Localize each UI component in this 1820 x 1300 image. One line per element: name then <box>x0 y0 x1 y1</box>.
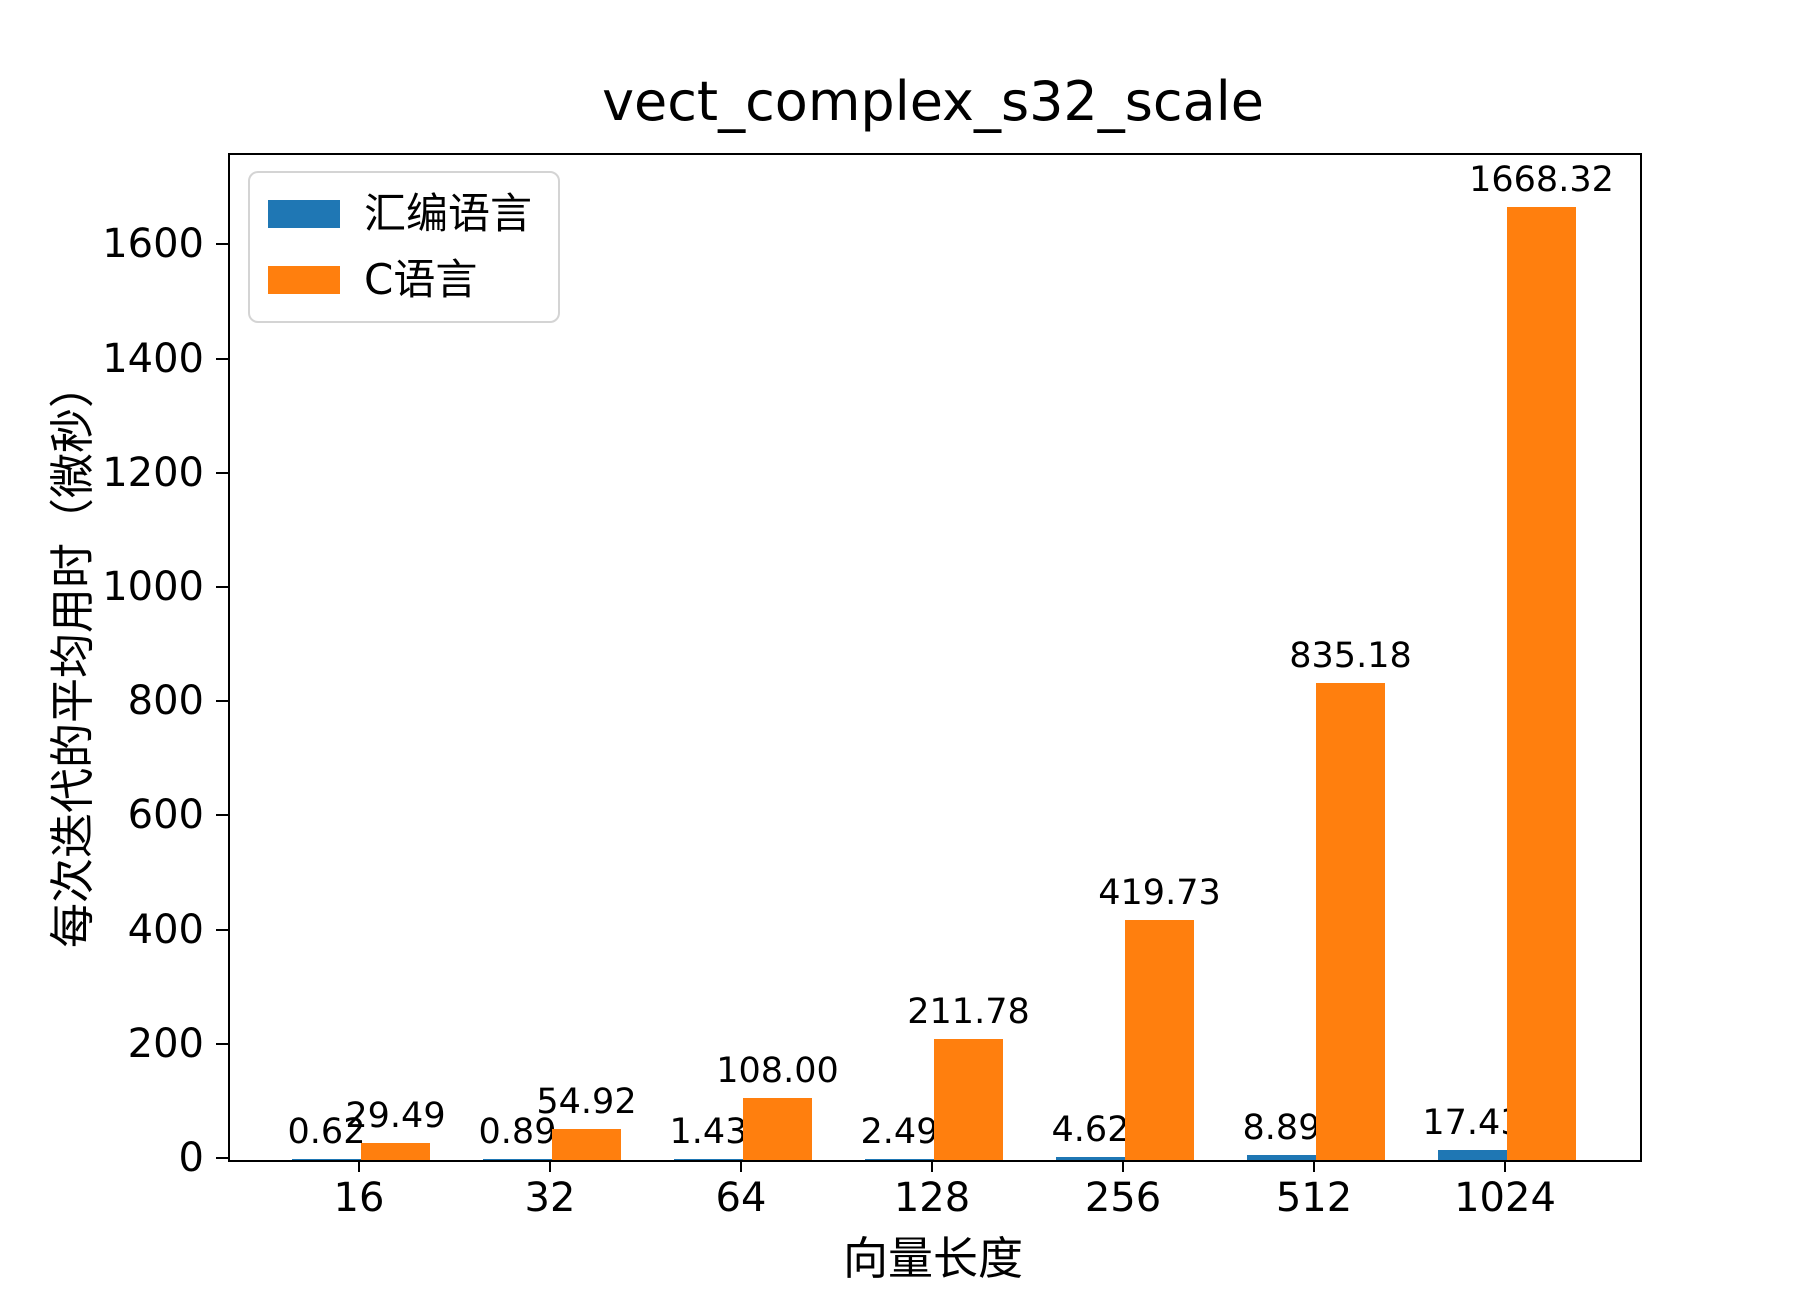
y-tick-label-1400: 1400 <box>102 335 204 382</box>
y-tick-mark <box>216 357 228 360</box>
y-tick-label-1600: 1600 <box>102 221 204 268</box>
y-tick-mark <box>216 814 228 817</box>
bar-assembly-16 <box>292 1159 361 1160</box>
y-tick-mark <box>216 243 228 246</box>
x-tick-label-512: 512 <box>1275 1175 1353 1221</box>
bar-assembly-512 <box>1247 1154 1316 1160</box>
value-label-c-128: 211.78 <box>907 992 1030 1033</box>
x-tick-mark <box>358 1160 360 1172</box>
value-label-assembly-512: 8.89 <box>1242 1107 1321 1148</box>
bar-c-32 <box>552 1128 621 1160</box>
value-label-c-1024: 1668.32 <box>1469 160 1614 201</box>
y-tick-label-400: 400 <box>127 906 204 953</box>
x-tick-mark <box>740 1160 742 1172</box>
x-axis-label: 向量长度 <box>842 1232 1023 1285</box>
value-label-assembly-32: 0.89 <box>478 1112 557 1152</box>
value-label-assembly-256: 4.62 <box>1051 1110 1130 1151</box>
x-tick-mark <box>1313 1160 1315 1172</box>
value-label-c-32: 54.92 <box>536 1081 637 1122</box>
x-tick-mark <box>1122 1160 1124 1172</box>
bar-assembly-32 <box>483 1159 552 1160</box>
bar-assembly-1024 <box>1438 1150 1507 1160</box>
bar-c-16 <box>361 1143 430 1160</box>
value-label-assembly-16: 0.62 <box>287 1112 366 1152</box>
value-label-assembly-64: 1.43 <box>669 1112 748 1152</box>
x-tick-label-16: 16 <box>333 1175 385 1221</box>
y-tick-label-0: 0 <box>178 1135 204 1181</box>
x-tick-label-64: 64 <box>715 1175 767 1221</box>
value-label-c-64: 108.00 <box>716 1051 839 1092</box>
y-tick-mark <box>216 471 228 474</box>
value-label-c-16: 29.49 <box>345 1096 446 1137</box>
value-label-assembly-128: 2.49 <box>860 1111 939 1152</box>
y-tick-mark <box>216 700 228 703</box>
x-tick-mark <box>1504 1160 1506 1172</box>
y-tick-label-1000: 1000 <box>102 563 204 610</box>
legend-item-c: C语言 <box>268 255 532 305</box>
legend-item-assembly: 汇编语言 <box>268 189 532 239</box>
bar-c-128 <box>934 1039 1003 1160</box>
y-tick-mark <box>216 585 228 588</box>
y-tick-mark <box>216 928 228 931</box>
x-tick-label-128: 128 <box>893 1175 971 1221</box>
x-tick-label-32: 32 <box>524 1175 576 1221</box>
value-label-c-512: 835.18 <box>1289 636 1412 677</box>
y-tick-label-200: 200 <box>127 1020 204 1067</box>
y-tick-mark <box>216 1042 228 1045</box>
value-label-assembly-1024: 17.43 <box>1422 1103 1523 1144</box>
x-tick-mark <box>931 1160 933 1172</box>
bar-assembly-256 <box>1056 1157 1125 1160</box>
y-tick-mark <box>216 1157 228 1159</box>
legend-swatch-c-icon <box>268 266 340 294</box>
y-tick-label-600: 600 <box>127 792 204 839</box>
x-tick-label-1024: 1024 <box>1454 1175 1556 1221</box>
legend-swatch-assembly-icon <box>268 200 340 228</box>
x-tick-mark <box>549 1160 551 1172</box>
y-tick-label-1200: 1200 <box>102 449 204 496</box>
y-tick-label-800: 800 <box>127 678 204 725</box>
bar-c-1024 <box>1507 207 1576 1160</box>
chart-title: vect_complex_s32_scale <box>602 70 1264 133</box>
bar-c-512 <box>1316 683 1385 1160</box>
bar-assembly-64 <box>674 1159 743 1160</box>
bar-assembly-128 <box>865 1158 934 1160</box>
bar-c-256 <box>1125 920 1194 1160</box>
legend: 汇编语言 C语言 <box>248 171 561 323</box>
legend-label-c: C语言 <box>364 255 478 304</box>
value-label-c-256: 419.73 <box>1098 873 1221 914</box>
legend-label-assembly: 汇编语言 <box>364 189 533 238</box>
bar-c-64 <box>743 1098 812 1160</box>
x-tick-label-256: 256 <box>1084 1175 1162 1221</box>
y-axis-label-wrap: 每次迭代的平均用时（微秒） <box>8 153 128 1158</box>
